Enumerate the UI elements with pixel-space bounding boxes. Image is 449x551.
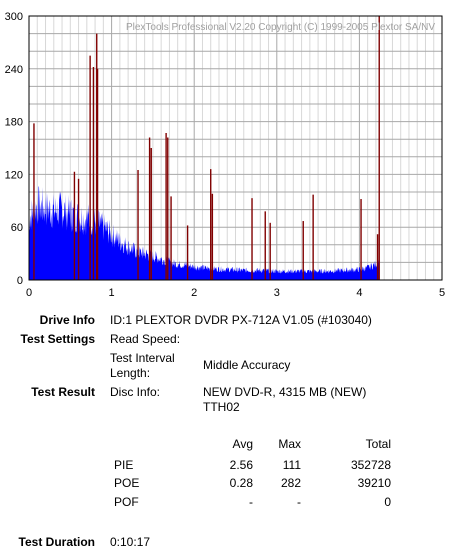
drive-info-label: Drive Info — [39, 313, 95, 327]
chart-title: PlexTools Professional V2.20 Copyright (… — [126, 22, 435, 33]
test-interval-value: Middle Accuracy — [203, 358, 291, 372]
y-tick-label: 180 — [5, 117, 23, 129]
plot-border — [28, 15, 443, 281]
test-duration-value: 0:10:17 — [110, 535, 151, 549]
header-max: Max — [278, 437, 301, 451]
y-tick-label: 120 — [5, 169, 23, 181]
row-poe-total: 39210 — [357, 476, 391, 490]
row-pof-max: - — [297, 495, 301, 509]
test-result-label: Test Result — [31, 385, 95, 399]
error-chart: PlexTools Professional V2.20 Copyright (… — [5, 11, 445, 299]
header-avg: Avg — [232, 437, 253, 451]
x-tick-label: 2 — [191, 287, 197, 299]
test-interval-label-1: Test Interval — [110, 351, 175, 365]
row-pof-total: 0 — [384, 495, 391, 509]
disc-info-value-2: TTH02 — [203, 400, 240, 414]
x-tick-label: 5 — [439, 287, 445, 299]
row-pof-avg: - — [249, 495, 253, 509]
row-poe-name: POE — [114, 476, 140, 490]
y-axis-ticks: 0 60 120 180 240 300 — [5, 11, 23, 287]
header-total: Total — [365, 437, 391, 451]
x-axis-ticks: 0 1 2 3 4 5 — [26, 287, 445, 299]
drive-info-value: ID:1 PLEXTOR DVDR PX-712A V1.05 (#103040… — [110, 313, 372, 327]
y-tick-label: 60 — [11, 222, 23, 234]
row-pie-name: PIE — [114, 458, 134, 472]
test-interval-label-2: Length: — [110, 366, 151, 380]
x-tick-label: 4 — [356, 287, 362, 299]
test-settings-label: Test Settings — [20, 332, 95, 346]
row-pof-name: POF — [114, 495, 139, 509]
disc-info-value-1: NEW DVD-R, 4315 MB (NEW) — [203, 385, 367, 399]
x-tick-label: 1 — [109, 287, 115, 299]
row-pie-max: 111 — [282, 458, 301, 472]
test-duration-label: Test Duration — [18, 535, 95, 549]
x-tick-label: 3 — [274, 287, 280, 299]
y-tick-label: 240 — [5, 64, 23, 76]
row-poe-avg: 0.28 — [229, 476, 253, 490]
poe-spike-series — [33, 16, 380, 280]
read-speed-label: Read Speed: — [110, 332, 181, 346]
row-poe-max: 282 — [280, 476, 301, 490]
y-tick-label: 300 — [5, 11, 23, 23]
pie-area-series — [29, 186, 380, 280]
row-pie-avg: 2.56 — [229, 458, 253, 472]
row-pie-total: 352728 — [350, 458, 391, 472]
x-tick-label: 0 — [26, 287, 32, 299]
y-tick-label: 0 — [17, 275, 23, 287]
disc-info-label: Disc Info: — [110, 385, 161, 399]
